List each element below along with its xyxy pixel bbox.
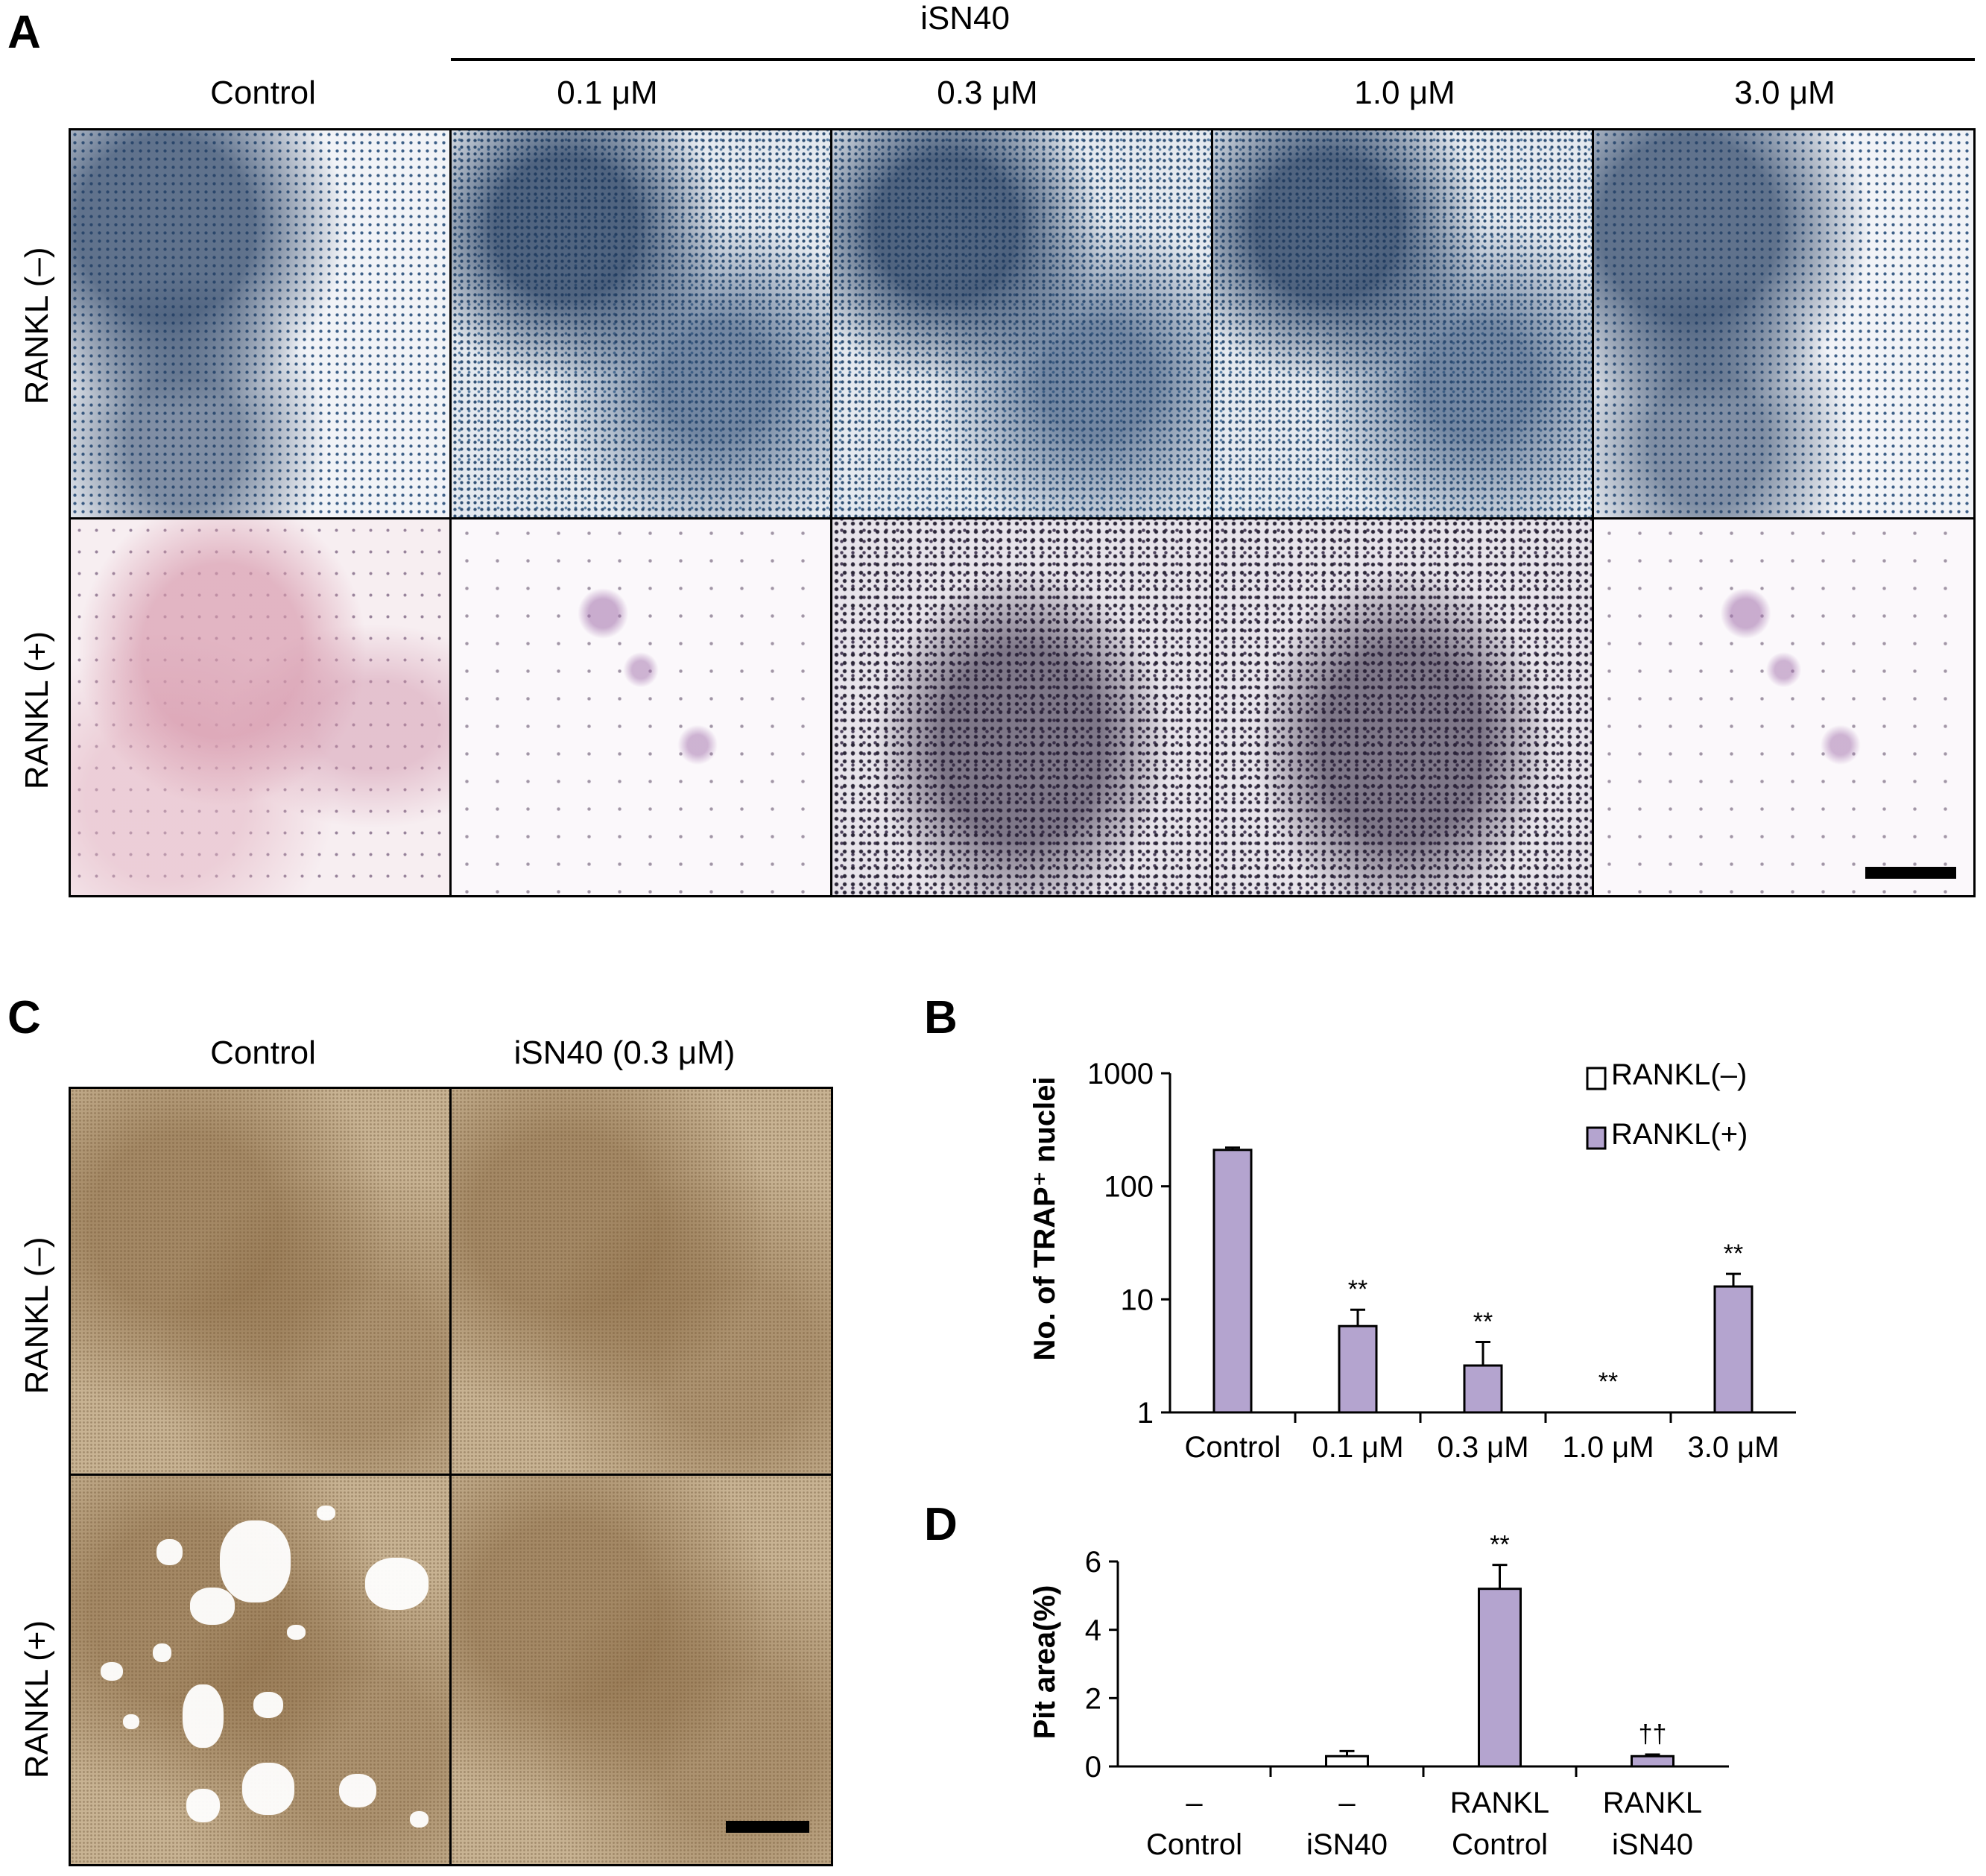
chart-b-legend-label: RANKL(–) xyxy=(1611,1058,1747,1091)
chart-d-ytick-label: 0 xyxy=(1085,1751,1101,1784)
resorption-pit xyxy=(410,1811,428,1828)
panel-c-letter: C xyxy=(7,992,41,1043)
resorption-pit xyxy=(183,1684,224,1748)
micrograph-c-plus-control xyxy=(69,1474,452,1866)
panel-c-col-control: Control xyxy=(210,1035,316,1071)
panel-a-col-01: 0.1 μM xyxy=(557,75,658,111)
chart-d-bar xyxy=(1478,1588,1522,1768)
chart-d-significance: †† xyxy=(1639,1720,1667,1749)
resorption-pit xyxy=(253,1692,283,1718)
panel-a-col-control: Control xyxy=(210,75,316,111)
chart-b-category-label: 3.0 μM xyxy=(1687,1431,1779,1464)
micrograph-a-minus-01 xyxy=(449,128,832,519)
chart-d-category-line2: Control xyxy=(1146,1828,1242,1861)
micrograph-a-minus-30 xyxy=(1592,128,1976,519)
chart-d-category-line2: Control xyxy=(1452,1828,1548,1861)
micrograph-a-plus-30 xyxy=(1592,517,1976,897)
chart-b-category-label: Control xyxy=(1185,1431,1281,1464)
chart-b-legend-swatch xyxy=(1586,1126,1607,1150)
chart-b-ylabel: No. of TRAP⁺ nuclei xyxy=(1028,1076,1061,1360)
micrograph-a-plus-03 xyxy=(830,517,1213,897)
micrograph-c-plus-isn40 xyxy=(449,1474,833,1866)
chart-b-category-label: 1.0 μM xyxy=(1562,1431,1654,1464)
micrograph-a-minus-10 xyxy=(1211,128,1594,519)
panel-a-group-line xyxy=(451,58,1975,61)
panel-c-col-isn40: iSN40 (0.3 μM) xyxy=(513,1035,736,1071)
panel-a-row-plus: RANKL (+) xyxy=(19,631,55,790)
chart-b: No. of TRAP⁺ nuclei 1 10 100 1000 Control 0.1… xyxy=(1028,1058,1796,1464)
chart-d-significance: ** xyxy=(1490,1531,1509,1559)
panel-a-col-30: 3.0 μM xyxy=(1734,75,1835,111)
panel-a-scale-bar xyxy=(1865,867,1956,879)
chart-b-legend-swatch xyxy=(1586,1067,1607,1090)
chart-d-bar xyxy=(1631,1755,1674,1768)
chart-b-bar xyxy=(1463,1364,1503,1414)
resorption-pit xyxy=(339,1774,376,1807)
chart-d-ytick-label: 2 xyxy=(1085,1682,1101,1715)
chart-d-ytick-label: 4 xyxy=(1085,1614,1101,1647)
chart-b-ytick-label: 10 xyxy=(1121,1283,1154,1316)
resorption-pit xyxy=(287,1625,306,1640)
panel-a-letter: A xyxy=(7,7,41,58)
micrograph-c-minus-isn40 xyxy=(449,1087,833,1476)
chart-b-significance: ** xyxy=(1473,1307,1493,1336)
chart-b-bar xyxy=(1338,1324,1378,1414)
panel-d-letter: D xyxy=(924,1499,958,1550)
panel-c-row-minus: RANKL (–) xyxy=(19,1237,55,1395)
panel-a-row-minus: RANKL (–) xyxy=(19,247,55,405)
resorption-pit xyxy=(153,1643,171,1662)
chart-d-category-line1: RANKL xyxy=(1603,1787,1702,1819)
resorption-pit xyxy=(365,1558,428,1610)
panel-a-col-03: 0.3 μM xyxy=(937,75,1038,111)
panel-c-row-plus: RANKL (+) xyxy=(19,1620,55,1779)
resorption-pit xyxy=(156,1539,183,1565)
chart-b-ytick-label: 100 xyxy=(1104,1171,1154,1204)
micrograph-a-plus-10 xyxy=(1211,517,1594,897)
chart-d-ytick-label: 6 xyxy=(1085,1546,1101,1579)
chart-b-significance: ** xyxy=(1598,1368,1618,1396)
resorption-pit xyxy=(101,1662,123,1681)
chart-d-category-line1: – xyxy=(1338,1787,1356,1819)
micrograph-c-minus-control xyxy=(69,1087,452,1476)
micrograph-a-plus-control xyxy=(69,517,452,897)
micrograph-a-minus-control xyxy=(69,128,452,519)
chart-b-ytick-label: 1 xyxy=(1137,1397,1154,1430)
panel-a-group-label: iSN40 xyxy=(920,0,1010,37)
resorption-pit xyxy=(123,1714,139,1729)
micrograph-a-minus-03 xyxy=(830,128,1213,519)
panel-b-letter: B xyxy=(924,992,958,1043)
panel-c-scale-bar xyxy=(726,1821,809,1833)
chart-b-bar xyxy=(1713,1285,1753,1414)
chart-b-legend-label: RANKL(+) xyxy=(1611,1118,1748,1151)
chart-d: Pit area(%) 0 2 4 6 – Control – iSN40 RANKL Contr… xyxy=(1028,1531,1729,1861)
chart-b-category-label: 0.3 μM xyxy=(1437,1431,1528,1464)
chart-b-significance: ** xyxy=(1348,1275,1367,1304)
chart-d-category-line1: RANKL xyxy=(1450,1787,1549,1819)
chart-b-significance: ** xyxy=(1724,1239,1743,1268)
resorption-pit xyxy=(190,1588,235,1625)
chart-b-ytick-label: 1000 xyxy=(1087,1058,1154,1090)
resorption-pit xyxy=(220,1520,291,1602)
chart-d-category-line1: – xyxy=(1186,1787,1203,1819)
chart-b-category-label: 0.1 μM xyxy=(1312,1431,1403,1464)
resorption-pit xyxy=(186,1789,220,1822)
resorption-pit xyxy=(317,1506,335,1520)
chart-d-ylabel: Pit area(%) xyxy=(1028,1585,1061,1740)
chart-d-category-line2: iSN40 xyxy=(1612,1828,1693,1861)
chart-d-category-line2: iSN40 xyxy=(1306,1828,1388,1861)
resorption-pit xyxy=(242,1763,294,1815)
chart-b-bar xyxy=(1212,1149,1253,1414)
micrograph-a-plus-01 xyxy=(449,517,832,897)
panel-a-col-10: 1.0 μM xyxy=(1354,75,1455,111)
chart-d-bar xyxy=(1325,1755,1369,1768)
